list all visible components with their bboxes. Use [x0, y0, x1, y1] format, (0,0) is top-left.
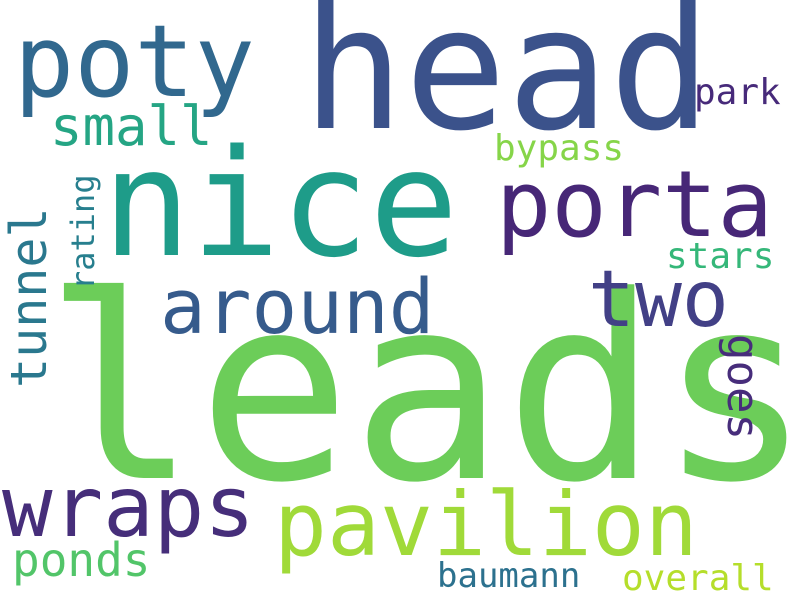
word-leads: leads [44, 242, 800, 539]
word-wraps: wraps [2, 458, 255, 556]
word-porta: porta [496, 151, 773, 258]
word-small: small [50, 95, 213, 158]
word-stars: stars [666, 236, 774, 277]
word-two: two [588, 255, 729, 345]
word-pavilion: pavilion [274, 473, 698, 576]
word-overall: overall [622, 558, 774, 599]
word-baumann: baumann [437, 556, 580, 596]
word-ponds: ponds [12, 533, 150, 587]
word-poty: poty [14, 3, 255, 120]
word-rating: rating [64, 174, 102, 290]
word-bypass: bypass [494, 128, 624, 169]
word-nice: nice [102, 118, 458, 290]
word-around: around [160, 262, 435, 351]
word-park: park [694, 72, 781, 113]
word-goes: goes [717, 334, 768, 440]
word-tunnel: tunnel [0, 207, 58, 388]
word-head: head [302, 0, 711, 169]
